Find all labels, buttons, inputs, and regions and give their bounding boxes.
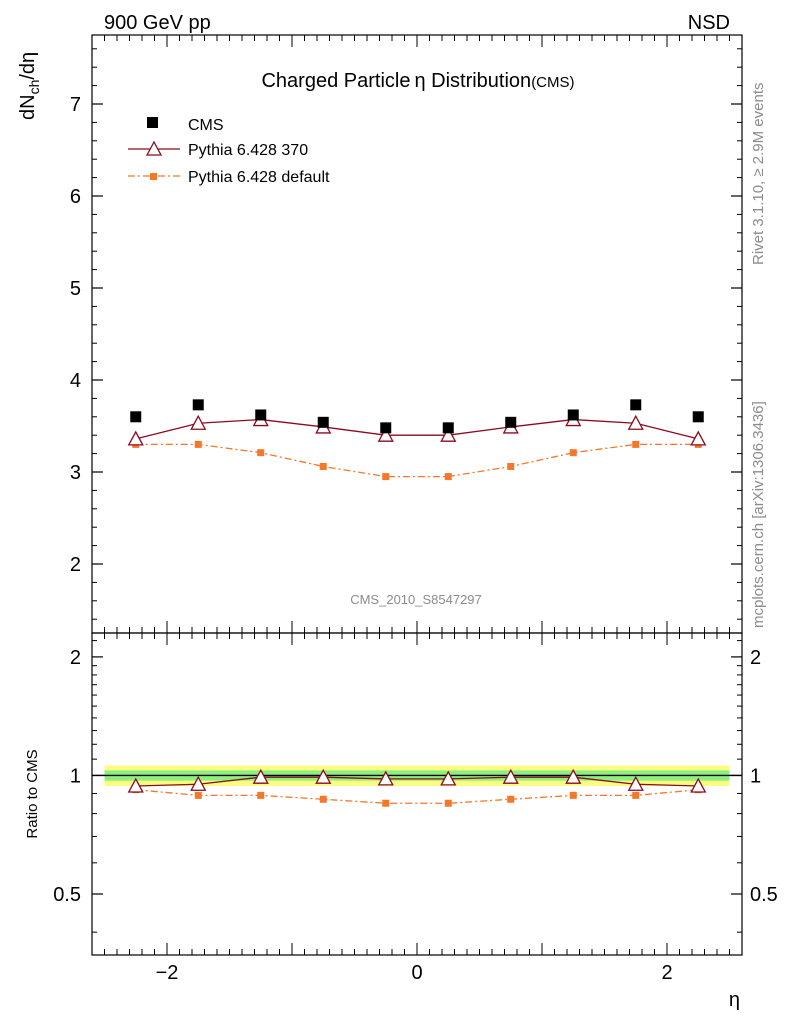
title-rest: Distribution xyxy=(426,70,532,92)
ratio-y-tick-label-right: 2 xyxy=(750,647,761,669)
point-pythia-default xyxy=(319,462,327,470)
legend-label-p370: Pythia 6.428 370 xyxy=(188,142,308,159)
ylabel-sub: ch xyxy=(26,80,42,95)
x-axis-label: η xyxy=(729,989,740,1011)
y-tick-label: 6 xyxy=(70,186,81,208)
ylabel-main: dN xyxy=(17,94,39,120)
main-panel: 2 3 4 5 6 7 Charged Particle η Distribution(CM… xyxy=(17,34,743,634)
ratio-point-pythia-default xyxy=(382,799,390,807)
ratio-bands xyxy=(92,765,742,787)
point-cms xyxy=(630,399,642,411)
y-tick-label: 5 xyxy=(70,278,81,300)
legend: CMS Pythia 6.428 370 Pythia 6.428 defaul… xyxy=(128,117,330,186)
x-tick-label: 0 xyxy=(411,962,422,984)
point-cms xyxy=(192,399,204,411)
ratio-frame xyxy=(91,632,743,956)
point-pythia-default xyxy=(632,440,640,448)
series-line-pythia-default xyxy=(135,443,699,478)
ratio-point-pythia-default xyxy=(569,791,577,799)
y-axis-label: dNch/dη xyxy=(17,52,42,120)
point-pythia-370 xyxy=(127,430,144,446)
point-cms xyxy=(317,416,329,428)
y-tick-label: 4 xyxy=(70,370,81,392)
ratio-y-tick-label-right: 0.5 xyxy=(750,884,778,906)
mcplots-label: mcplots.cern.ch [arXiv:1306.3436] xyxy=(750,401,767,628)
point-cms xyxy=(442,422,454,434)
main-ticks: 2 3 4 5 6 7 xyxy=(70,35,742,633)
energy-label: 900 GeV pp xyxy=(104,12,211,34)
title-small: (CMS) xyxy=(531,74,574,91)
ratio-point-pythia-370 xyxy=(565,768,582,784)
ratio-series xyxy=(127,768,707,807)
ratio-point-pythia-default xyxy=(444,799,452,807)
ratio-y-tick-label-left: 0.5 xyxy=(53,884,81,906)
point-cms xyxy=(567,409,579,421)
point-pythia-default xyxy=(194,440,202,448)
ratio-point-pythia-370 xyxy=(315,768,332,784)
ratio-point-pythia-370 xyxy=(190,775,207,791)
title-main: Charged Particle xyxy=(261,70,410,92)
y-tick-label: 7 xyxy=(70,94,81,116)
ylabel-rest: /dη xyxy=(17,52,39,80)
ratio-y-tick-label-right: 1 xyxy=(750,765,761,787)
point-pythia-default xyxy=(444,473,452,481)
point-pythia-370 xyxy=(627,414,644,430)
ratio-y-tick-label-left: 2 xyxy=(70,647,81,669)
ratio-panel: 0.5 0.5 1 1 2 2 −2 0 2 Ratio to CMS η xyxy=(24,632,778,1011)
ratio-point-pythia-default xyxy=(194,791,202,799)
process-label: NSD xyxy=(688,12,730,34)
ratio-point-pythia-370 xyxy=(627,775,644,791)
point-pythia-default xyxy=(507,462,515,470)
ratio-y-tick-label-left: 1 xyxy=(70,765,81,787)
point-pythia-370 xyxy=(190,414,207,430)
ratio-point-pythia-370 xyxy=(377,770,394,786)
ratio-point-pythia-370 xyxy=(127,777,144,793)
rivet-label: Rivet 3.1.10, ≥ 2.9M events xyxy=(750,83,767,266)
legend-label-pdefault: Pythia 6.428 default xyxy=(188,169,330,186)
ratio-point-pythia-default xyxy=(507,795,515,803)
ratio-point-pythia-370 xyxy=(440,770,457,786)
point-cms xyxy=(380,422,392,434)
point-cms xyxy=(692,411,704,423)
analysis-watermark: CMS_2010_S8547297 xyxy=(350,592,482,607)
legend-marker-pdefault xyxy=(150,173,157,180)
legend-label-cms: CMS xyxy=(188,117,224,134)
point-pythia-370 xyxy=(440,426,457,442)
ratio-point-pythia-default xyxy=(319,795,327,803)
point-cms xyxy=(130,411,142,423)
point-pythia-default xyxy=(569,449,577,457)
point-cms xyxy=(505,416,517,428)
ratio-line-pythia-370 xyxy=(135,776,699,787)
legend-marker-p370 xyxy=(145,140,163,156)
main-series xyxy=(127,399,707,481)
y-tick-label: 3 xyxy=(70,462,81,484)
point-cms xyxy=(255,409,267,421)
title-eta: η xyxy=(414,70,425,92)
ratio-point-pythia-370 xyxy=(502,768,519,784)
point-pythia-default xyxy=(257,449,265,457)
point-pythia-default xyxy=(382,473,390,481)
point-pythia-370 xyxy=(377,426,394,442)
x-tick-label: −2 xyxy=(156,962,179,984)
x-tick-label: 2 xyxy=(661,962,672,984)
point-pythia-370 xyxy=(690,430,707,446)
chart-title: Charged Particle η Distribution(CMS) xyxy=(261,70,574,92)
ratio-ticks: 0.5 0.5 1 1 2 2 −2 0 2 xyxy=(53,633,778,984)
series-line-pythia-370 xyxy=(135,418,699,440)
ratio-line-pythia-default xyxy=(135,789,699,804)
ratio-point-pythia-default xyxy=(632,791,640,799)
ratio-point-pythia-default xyxy=(257,791,265,799)
legend-marker-cms xyxy=(147,117,158,128)
ratio-y-label: Ratio to CMS xyxy=(24,749,41,838)
ratio-point-pythia-370 xyxy=(252,768,269,784)
y-tick-label: 2 xyxy=(70,554,81,576)
ratio-point-pythia-370 xyxy=(690,777,707,793)
